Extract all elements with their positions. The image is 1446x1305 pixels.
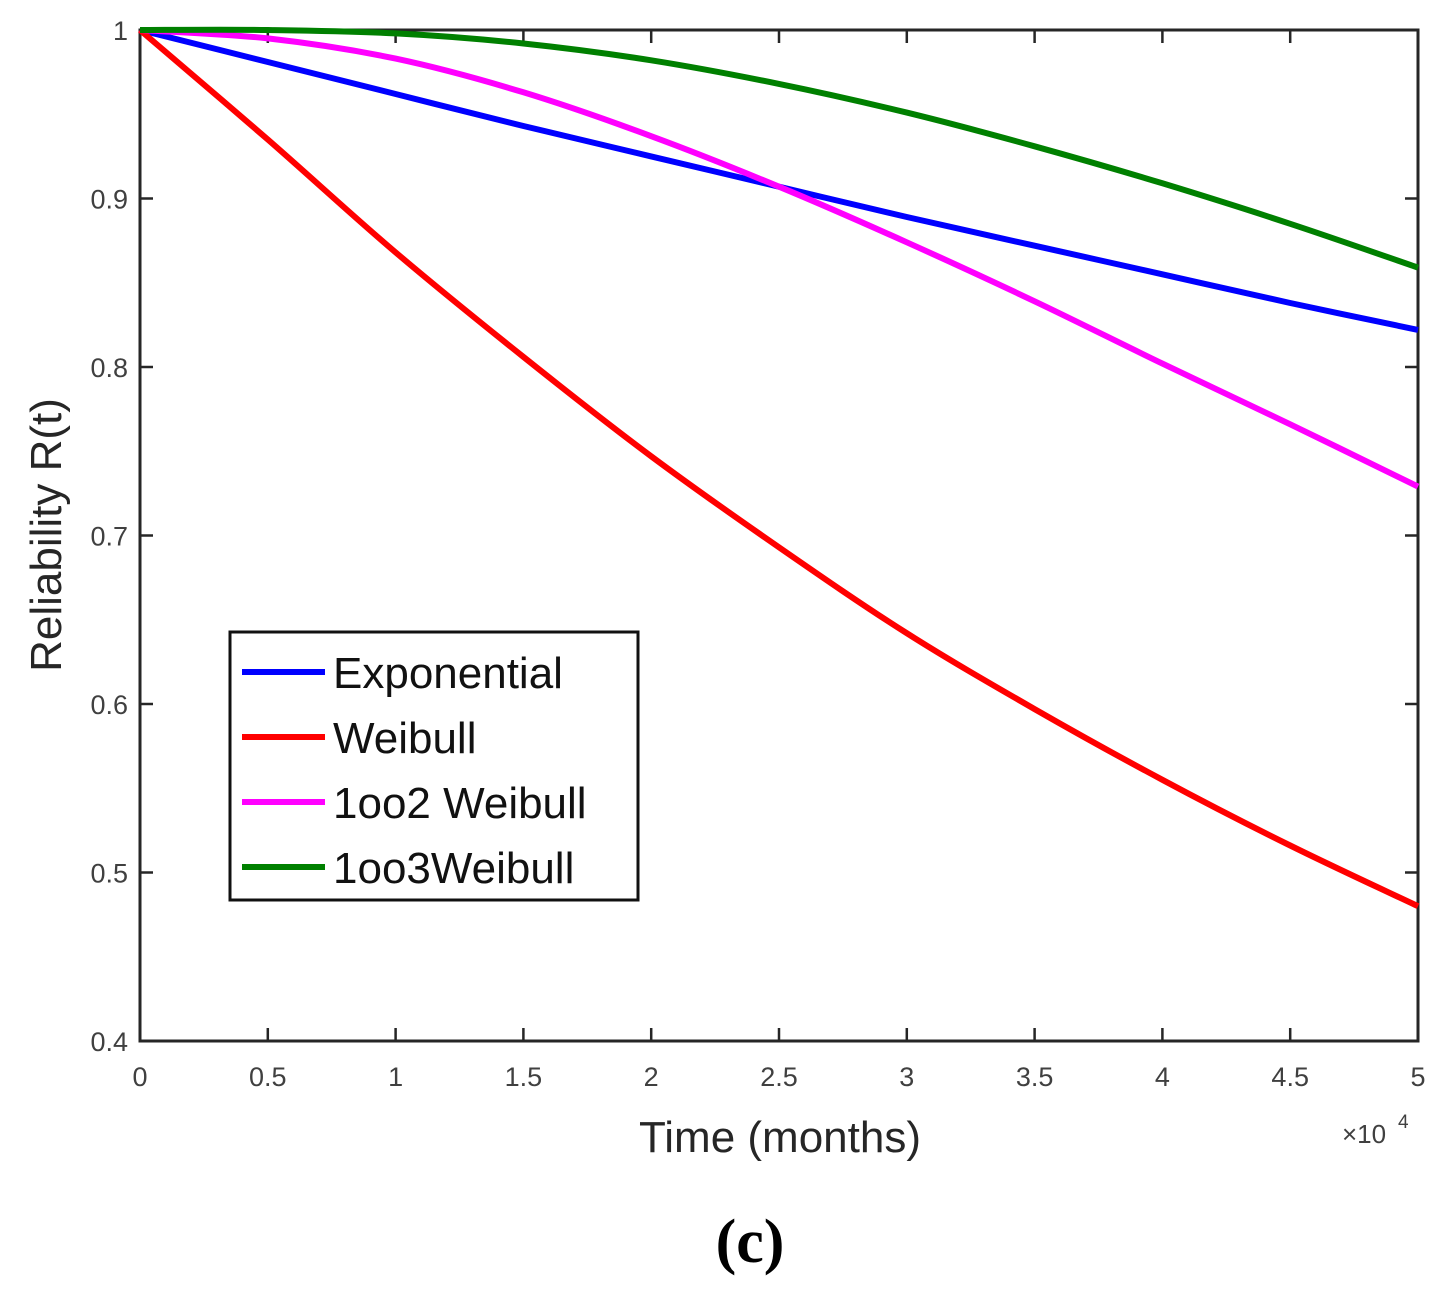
x-tick-label: 2.5 <box>760 1062 798 1092</box>
legend-box <box>228 630 640 902</box>
legend-item: Exponential <box>242 649 563 698</box>
legend-label: 1oo3Weibull <box>333 844 574 893</box>
x-tick-label: 0.5 <box>249 1062 287 1092</box>
x-tick-label: 4 <box>1155 1062 1170 1092</box>
series-line-1oo2-weibull <box>139 27 1420 490</box>
x-scale-exponent: 4 <box>1398 1112 1409 1133</box>
y-tick-label: 0.4 <box>90 1027 128 1057</box>
legend-label: Weibull <box>333 714 476 763</box>
x-tick-label: 3 <box>899 1062 914 1092</box>
x-axis-title: Time (months) <box>639 1113 921 1162</box>
legend-label: 1oo2 Weibull <box>333 779 587 828</box>
y-tick-label: 0.6 <box>90 690 128 720</box>
y-axis-title: Reliability R(t) <box>22 398 71 672</box>
legend-item: 1oo3Weibull <box>242 844 574 893</box>
x-tick-label: 1 <box>388 1062 403 1092</box>
tick-labels: 0 0.5 1 1.5 2 2.5 3 3.5 4 4.5 5 0.4 0.5 0.6 0.7 0.8 0.9 1 <box>90 16 1425 1092</box>
y-tick-label: 0.7 <box>90 522 128 552</box>
y-tick-label: 0.8 <box>90 353 128 383</box>
x-tick-label: 4.5 <box>1271 1062 1309 1092</box>
x-scale-base: ×10 <box>1342 1119 1386 1149</box>
legend-label: Exponential <box>333 649 563 698</box>
legend-item: 1oo2 Weibull <box>242 779 587 828</box>
legend: Exponential Weibull 1oo2 Weibull 1oo3Weibul… <box>228 630 640 902</box>
x-tick-label: 0 <box>132 1062 147 1092</box>
series-line-exponential <box>139 27 1419 333</box>
x-tick-label: 3.5 <box>1016 1062 1054 1092</box>
series-line-weibull <box>138 27 1420 909</box>
x-tick-label: 1.5 <box>505 1062 543 1092</box>
x-tick-label: 5 <box>1410 1062 1425 1092</box>
x-scale-multiplier: ×10 4 <box>1342 1112 1409 1149</box>
panel-label: (c) <box>716 1208 785 1276</box>
y-tick-label: 1 <box>113 16 128 46</box>
y-tick-label: 0.5 <box>90 859 128 889</box>
x-tick-label: 2 <box>644 1062 659 1092</box>
y-tick-label: 0.9 <box>90 185 128 215</box>
legend-item: Weibull <box>242 714 476 763</box>
series-lines <box>138 26 1420 909</box>
series-line-1oo3weibull <box>139 26 1419 271</box>
